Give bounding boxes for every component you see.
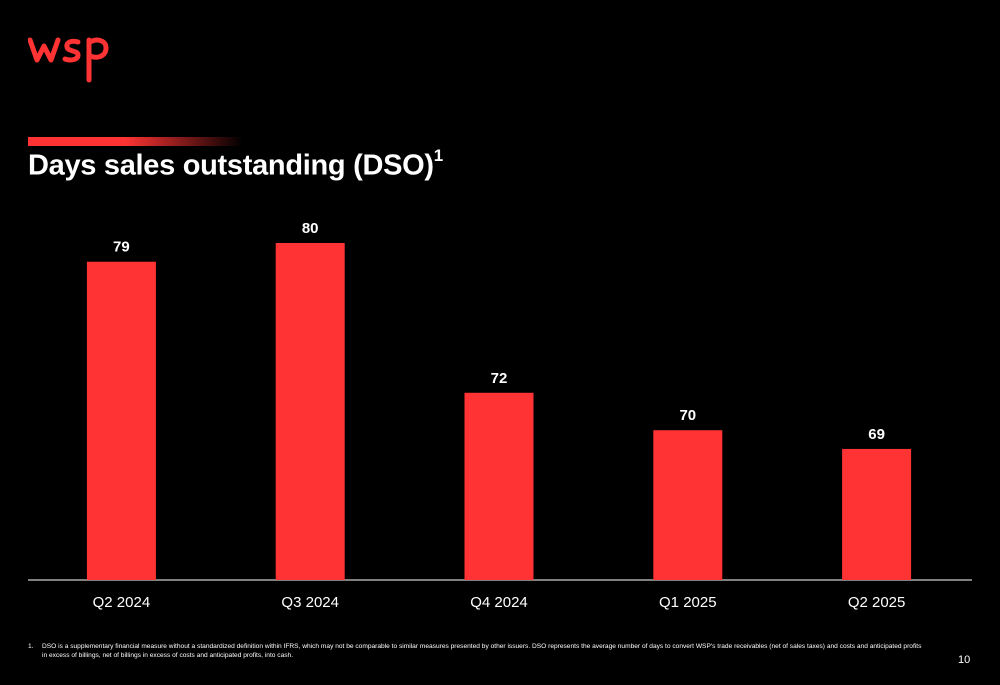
- x-tick-label-q3-2024: Q3 2024: [281, 594, 339, 611]
- wsp-logo-mark: wsp: [28, 37, 109, 83]
- x-tick-label-q2-2024: Q2 2024: [93, 594, 151, 611]
- footnote-text: DSO is a supplementary financial measure…: [42, 643, 922, 659]
- x-tick-label-q4-2024: Q4 2024: [470, 594, 528, 611]
- bar-group: [86, 243, 912, 580]
- title-accent-bar: [28, 137, 243, 146]
- x-tick-label-q2-2025: Q2 2025: [848, 594, 906, 611]
- data-label-q4-2024: 72: [491, 370, 508, 387]
- bar-q2-2025: [842, 448, 912, 580]
- x-tick-label-group: Q2 2024 Q3 2024 Q4 2024 Q1 2025 Q2 2025: [93, 594, 906, 611]
- x-tick-label-q1-2025: Q1 2025: [659, 594, 717, 611]
- data-label-q2-2024: 79: [113, 239, 130, 256]
- data-label-group: 79 80 72 70 69: [113, 220, 885, 443]
- footnote-number: 1.: [28, 643, 34, 650]
- data-label-q1-2025: 70: [679, 407, 696, 424]
- slide-title-text: Days sales outstanding (DSO): [28, 149, 434, 182]
- bar-q3-2024: [275, 243, 345, 580]
- footnote: 1. DSO is a supplementary financial meas…: [28, 642, 928, 660]
- slide-title: Days sales outstanding (DSO)1: [28, 146, 443, 183]
- bar-q2-2024: [86, 261, 156, 580]
- data-label-q2-2025: 69: [868, 426, 885, 443]
- page-number: 10: [958, 654, 971, 666]
- data-label-q3-2024: 80: [302, 220, 319, 237]
- bar-q1-2025: [653, 430, 723, 580]
- bar-q4-2024: [464, 392, 534, 580]
- title-footnote-marker: 1: [433, 146, 443, 165]
